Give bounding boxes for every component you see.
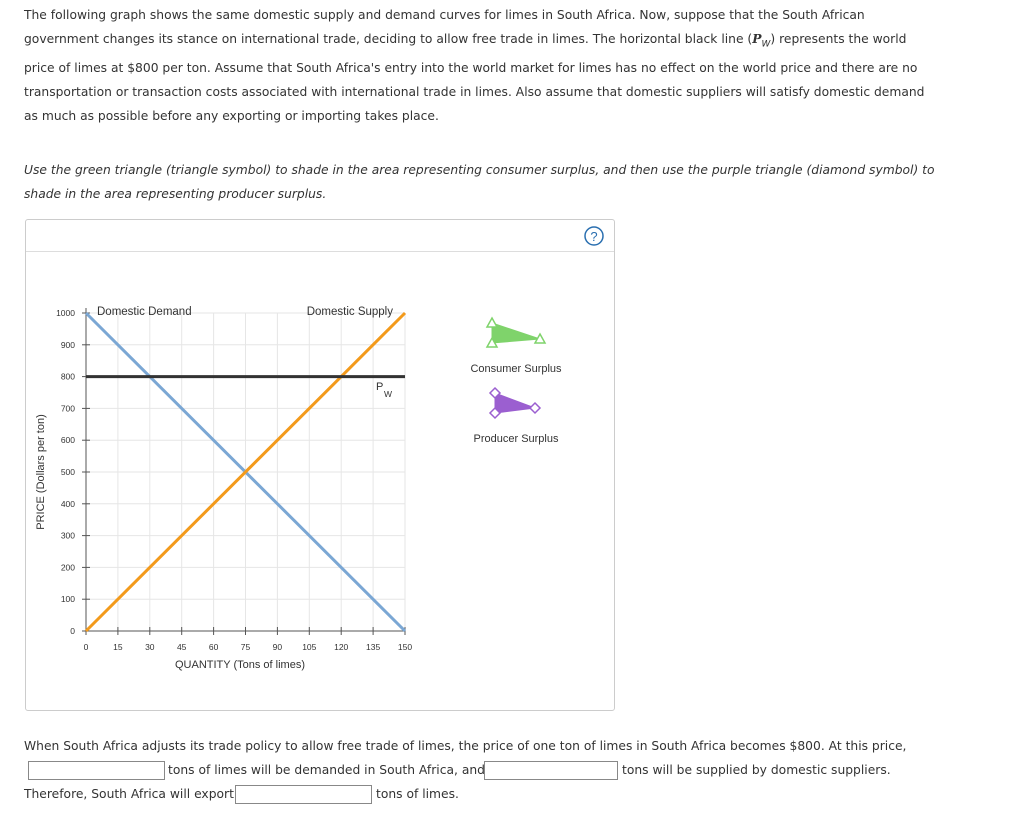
y-tick-label: 200 (61, 562, 75, 572)
tool-label: Producer Surplus (474, 433, 559, 445)
series-line (84, 311, 407, 633)
y-tick-label: 800 (61, 372, 75, 382)
y-tick-label: 500 (61, 467, 75, 477)
series-label: P (376, 381, 383, 393)
panel-divider (26, 251, 614, 252)
answer-line: When South Africa adjusts its trade poli… (24, 739, 907, 753)
y-tick-label: 700 (61, 403, 75, 413)
x-tick-label: 60 (209, 642, 219, 652)
x-tick-label: 105 (302, 642, 316, 652)
x-tick-label: 45 (177, 642, 187, 652)
y-axis-title: PRICE (Dollars per ton) (35, 414, 47, 530)
series-label: Domestic Demand (97, 306, 192, 318)
answer-text: tons of limes. (376, 787, 459, 801)
help-button[interactable] (584, 226, 604, 246)
tool-handle (488, 406, 502, 420)
tool-handle (533, 332, 547, 344)
y-tick-label: 900 (61, 340, 75, 350)
tool-label: Consumer Surplus (470, 363, 562, 375)
x-tick-label: 135 (366, 642, 380, 652)
demanded-input[interactable] (28, 761, 165, 780)
y-tick-label: 400 (61, 499, 75, 509)
tool-shape (494, 392, 536, 414)
consumer-surplus-tool[interactable] (485, 316, 547, 348)
x-tick-label: 75 (241, 642, 251, 652)
tool-handle (488, 386, 502, 400)
intro-text: The following graph shows the same domes… (24, 3, 939, 128)
answer-text: tons of limes will be demanded in South … (168, 763, 485, 777)
x-tick-label: 120 (334, 642, 348, 652)
series-label: Domestic Supply (307, 306, 394, 318)
help-label[interactable]: ? (590, 229, 597, 244)
tool-handle (528, 401, 542, 415)
y-tick-label: 1000 (56, 308, 75, 318)
y-tick-label: 300 (61, 531, 75, 541)
producer-surplus-tool[interactable] (488, 386, 542, 420)
tool-handle (485, 316, 499, 328)
intro-symbol: P (752, 31, 762, 46)
series-label-sub: W (384, 389, 392, 399)
y-tick-label: 600 (61, 435, 75, 445)
x-tick-label: 150 (398, 642, 412, 652)
x-tick-label: 90 (273, 642, 283, 652)
intro-part: ) represents the world price of limes at… (24, 32, 925, 124)
y-tick-label: 100 (61, 594, 75, 604)
graph-panel (25, 219, 615, 711)
intro-part: The following graph shows the same domes… (24, 8, 865, 46)
intro-subscript: W (761, 39, 771, 50)
x-tick-label: 30 (145, 642, 155, 652)
x-axis-title: QUANTITY (Tons of limes) (175, 659, 305, 671)
answer-text: Therefore, South Africa will export (24, 787, 234, 801)
y-tick-label: 0 (70, 626, 75, 636)
answer-text: tons will be supplied by domestic suppli… (622, 763, 891, 777)
tool-shape (491, 322, 541, 344)
tool-handle (485, 336, 499, 348)
instruction: Use the green triangle (triangle symbol)… (24, 163, 935, 201)
supplied-input[interactable] (484, 761, 618, 780)
export-input[interactable] (235, 785, 372, 804)
x-tick-label: 15 (113, 642, 123, 652)
x-tick-label: 0 (84, 642, 89, 652)
